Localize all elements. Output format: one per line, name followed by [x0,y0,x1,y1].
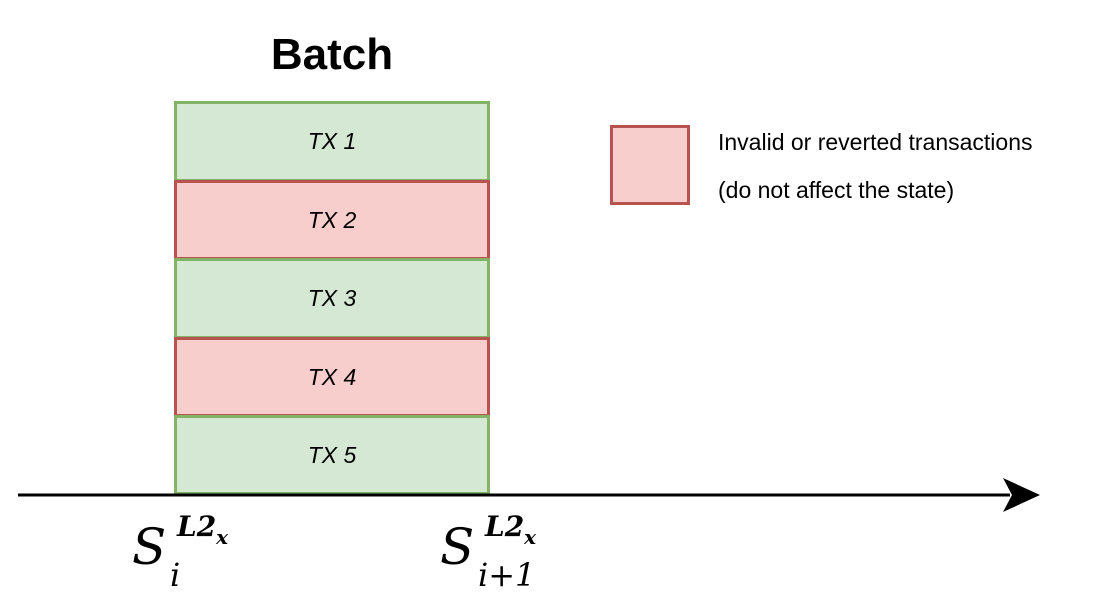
legend-label-line1: Invalid or reverted transactions [718,129,1033,155]
tx-label: TX 5 [307,441,357,468]
state-end-label: S L2x i+1 [440,510,580,594]
tx-block-1: TX 1 [174,101,490,182]
tx-label: TX 3 [307,285,357,311]
tx-label: TX 4 [307,363,357,390]
legend-label-line2: (do not affect the state) [718,177,955,203]
state-subscript: i+1 [478,556,536,594]
legend-swatch [610,125,690,205]
tx-label: TX 2 [307,206,357,233]
tx-block-2: TX 2 [174,180,490,260]
state-start-label: S L2x i [132,510,272,594]
state-symbol: S [132,518,167,576]
state-symbol: S [440,518,475,576]
batch-title: Batch [270,30,394,79]
arrowhead-icon [1003,478,1040,512]
tx-block-5: TX 5 [174,415,490,495]
tx-label: TX 1 [307,128,357,154]
state-subscript: i [170,556,181,594]
state-superscript: L2x [485,510,537,549]
state-superscript: L2x [177,510,229,549]
